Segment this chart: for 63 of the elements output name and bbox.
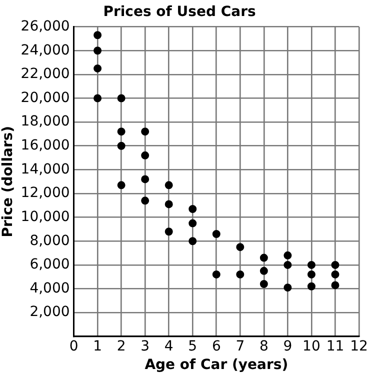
x-tick-label: 9 [283, 338, 292, 354]
x-tick-label: 0 [69, 338, 78, 354]
x-tick-label: 5 [188, 338, 198, 354]
point [331, 281, 340, 290]
y-tick-label: 26,000 [20, 18, 70, 34]
x-tick-label: 7 [236, 338, 245, 354]
point [260, 254, 268, 262]
y-tick-label: 16,000 [20, 138, 70, 154]
point [188, 204, 197, 213]
y-tick-label: 10,000 [20, 208, 70, 225]
y-tick-label: 12,000 [20, 185, 70, 202]
x-tick-label: 8 [259, 338, 268, 354]
point [188, 219, 197, 228]
point [94, 46, 102, 55]
y-tick-label: 6,000 [30, 256, 70, 273]
point [212, 270, 220, 278]
point [164, 181, 173, 190]
y-tick-label: 22,000 [20, 66, 70, 82]
point [141, 196, 150, 205]
y-tick-label: 2,000 [30, 304, 70, 320]
point [284, 251, 292, 260]
x-tick-label: 3 [140, 338, 150, 354]
x-tick-label: 1 [93, 338, 102, 354]
chart-title: Prices of Used Cars [103, 4, 256, 20]
y-tick-label: 24,000 [20, 42, 70, 58]
y-tick-label: 8,000 [30, 232, 70, 249]
point [331, 260, 340, 269]
x-tick-label: 2 [116, 338, 126, 354]
point [141, 151, 150, 160]
point [164, 228, 173, 236]
point [117, 181, 126, 190]
point [236, 243, 244, 252]
x-tick-label: 6 [212, 338, 221, 354]
point [94, 64, 102, 72]
point [94, 31, 102, 40]
x-tick-label: 11 [326, 338, 344, 354]
point [117, 94, 126, 102]
point [141, 128, 150, 136]
x-tick-label: 4 [164, 338, 174, 354]
point [117, 142, 126, 150]
point [284, 284, 292, 292]
y-tick-label: 20,000 [20, 90, 70, 106]
point [307, 270, 316, 278]
x-axis-title: Age of Car (years) [144, 357, 288, 374]
x-tick-label: 12 [350, 338, 368, 354]
point [307, 282, 316, 290]
point [94, 94, 102, 102]
point [117, 128, 126, 136]
point [260, 280, 268, 288]
x-tick-label: 10 [302, 338, 320, 354]
point [236, 270, 244, 278]
y-tick-label: 18,000 [20, 114, 70, 130]
point [307, 260, 316, 269]
y-tick-label: 4,000 [30, 280, 70, 296]
point [188, 237, 197, 246]
y-tick-label: 14,000 [20, 161, 70, 178]
point [284, 260, 292, 269]
y-axis-title: Price (dollars) [0, 126, 16, 238]
point [260, 266, 268, 275]
point [164, 200, 173, 208]
point [212, 230, 220, 238]
point [141, 175, 150, 184]
point [331, 270, 340, 278]
